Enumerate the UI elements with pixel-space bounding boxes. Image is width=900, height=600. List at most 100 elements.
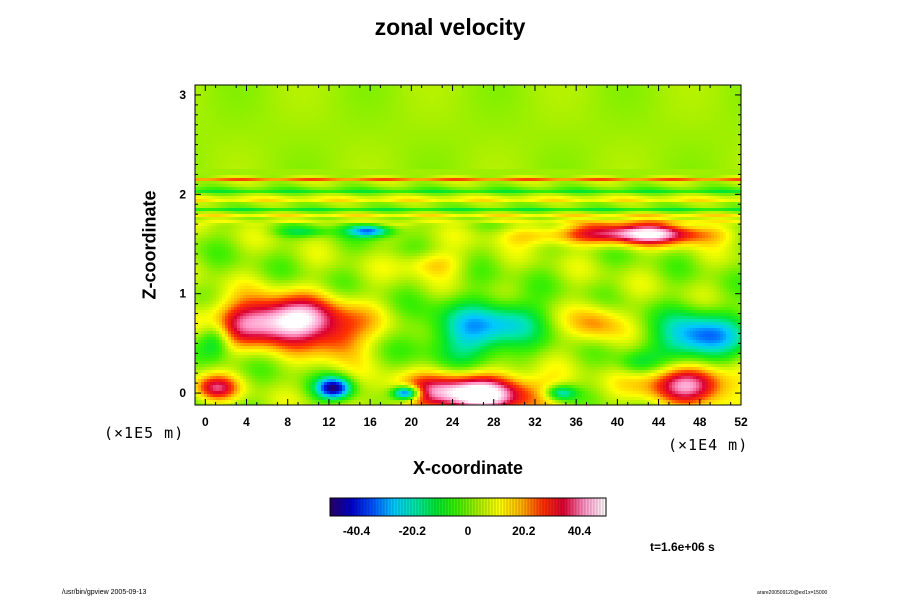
heatmap-cell (243, 121, 247, 125)
heatmap-cell (330, 94, 334, 98)
heatmap-cell (450, 103, 454, 107)
heatmap-cell (399, 154, 403, 158)
heatmap-cell (339, 124, 343, 128)
heatmap-cell (615, 142, 619, 146)
heatmap-cell (252, 94, 256, 98)
heatmap-cell (621, 133, 625, 137)
heatmap-cell (321, 91, 325, 95)
heatmap-cell (363, 100, 367, 104)
heatmap-cell (513, 145, 517, 149)
heatmap-cell (588, 97, 592, 101)
heatmap-cell (714, 142, 718, 146)
heatmap-cell (246, 139, 250, 143)
heatmap-cell (549, 139, 553, 143)
heatmap-cell (330, 136, 334, 140)
heatmap-cell (582, 136, 586, 140)
heatmap-cell (708, 88, 712, 92)
heatmap-cell (309, 118, 313, 122)
heatmap-cell (297, 97, 301, 101)
heatmap-cell (288, 124, 292, 128)
heatmap-cell (411, 142, 415, 146)
heatmap-cell (618, 151, 622, 155)
heatmap-cell (330, 88, 334, 92)
heatmap-cell (663, 124, 667, 128)
heatmap-cell (699, 145, 703, 149)
heatmap-cell (657, 97, 661, 101)
heatmap-cell (540, 115, 544, 119)
heatmap-cell (237, 163, 241, 167)
heatmap-cell (288, 154, 292, 158)
heatmap-cell (702, 115, 706, 119)
heatmap-cell (426, 103, 430, 107)
heatmap-cell (357, 94, 361, 98)
heatmap-cell (612, 97, 616, 101)
heatmap-cell (612, 112, 616, 116)
heatmap-cell (549, 94, 553, 98)
heatmap-cell (249, 97, 253, 101)
heatmap-cell (738, 97, 741, 101)
heatmap-cell (210, 127, 214, 131)
heatmap-cell (690, 112, 694, 116)
heatmap-cell (363, 133, 367, 137)
heatmap-cell (222, 118, 226, 122)
heatmap-cell (696, 148, 700, 152)
heatmap-cell (465, 115, 469, 119)
heatmap-cell (720, 112, 724, 116)
heatmap-cell (693, 115, 697, 119)
heatmap-cell (249, 148, 253, 152)
heatmap-cell (564, 97, 568, 101)
heatmap-cell (420, 136, 424, 140)
heatmap-cell (600, 133, 604, 137)
heatmap-cell (330, 139, 334, 143)
heatmap-cell (198, 124, 202, 128)
heatmap-cell (348, 148, 352, 152)
heatmap-cell (585, 133, 589, 137)
heatmap-cell (537, 88, 541, 92)
heatmap-cell (381, 145, 385, 149)
heatmap-cell (648, 109, 652, 113)
heatmap-cell (276, 112, 280, 116)
heatmap-cell (309, 85, 313, 89)
heatmap-cell (240, 94, 244, 98)
heatmap-cell (429, 94, 433, 98)
heatmap-cell (510, 115, 514, 119)
heatmap-cell (225, 115, 229, 119)
heatmap-cell (381, 154, 385, 158)
heatmap-cell (603, 106, 607, 110)
heatmap-cell (243, 151, 247, 155)
heatmap-cell (375, 130, 379, 134)
heatmap-cell (489, 97, 493, 101)
heatmap-cell (300, 103, 304, 107)
heatmap-cell (543, 133, 547, 137)
heatmap-cell (306, 139, 310, 143)
heatmap-cell (651, 163, 655, 167)
heatmap-cell (642, 118, 646, 122)
heatmap-cell (486, 154, 490, 158)
heatmap-cell (291, 166, 295, 170)
heatmap-cell (360, 103, 364, 107)
heatmap-cell (324, 121, 328, 125)
heatmap-cell (498, 94, 502, 98)
heatmap-cell (210, 94, 214, 98)
heatmap-cell (684, 163, 688, 167)
heatmap-cell (654, 139, 658, 143)
heatmap-cell (264, 163, 268, 167)
heatmap-cell (546, 145, 550, 149)
heatmap-cell (525, 160, 529, 164)
heatmap-cell (591, 100, 595, 104)
heatmap-cell (249, 127, 253, 131)
heatmap-cell (738, 160, 741, 164)
heatmap-cell (273, 88, 277, 92)
heatmap-cell (345, 97, 349, 101)
heatmap-cell (207, 160, 211, 164)
heatmap-cell (525, 133, 529, 137)
heatmap-cell (729, 133, 733, 137)
heatmap-cell (309, 103, 313, 107)
heatmap-cell (303, 127, 307, 131)
heatmap-cell (249, 145, 253, 149)
heatmap-cell (576, 139, 580, 143)
heatmap-cell (276, 142, 280, 146)
heatmap-cell (639, 115, 643, 119)
heatmap-cell (690, 142, 694, 146)
heatmap-cell (708, 112, 712, 116)
